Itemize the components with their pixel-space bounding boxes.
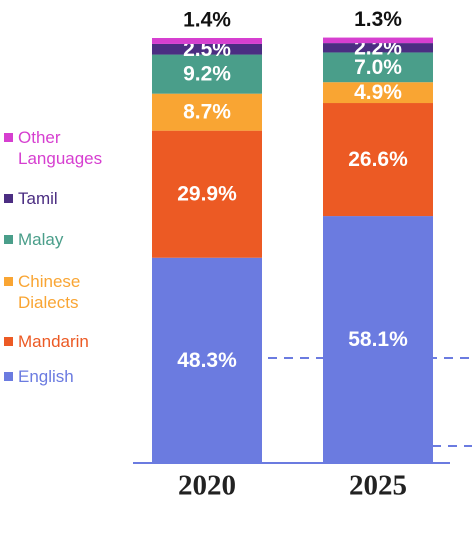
legend-item: Malay: [4, 229, 114, 250]
data-label: 1.4%: [183, 9, 231, 32]
data-label: 8.7%: [183, 101, 231, 124]
legend-swatch: [4, 372, 13, 381]
legend-label: English: [18, 367, 74, 386]
bar-segment: [152, 54, 262, 94]
bar-segment: [152, 257, 262, 463]
x-tick-label: 2025: [349, 470, 407, 502]
legend-swatch: [4, 235, 13, 244]
legend-item: Other Languages: [4, 127, 114, 169]
legend-item: Mandarin: [4, 331, 114, 352]
data-label: 1.3%: [354, 8, 402, 31]
data-label: 9.2%: [183, 63, 231, 86]
legend-swatch: [4, 337, 13, 346]
bar-segment: [152, 38, 262, 44]
bar-segment: [323, 82, 433, 104]
legend-label: Mandarin: [18, 332, 89, 351]
data-label: 7.0%: [354, 56, 402, 79]
bar-segment: [323, 43, 433, 53]
legend-swatch: [4, 194, 13, 203]
data-label: 58.1%: [348, 328, 408, 351]
data-label: 4.9%: [354, 81, 402, 104]
bar-segment: [323, 103, 433, 217]
legend-item: Chinese Dialects: [4, 271, 114, 313]
legend-item: English: [4, 366, 114, 387]
legend-label: Malay: [18, 230, 64, 249]
legend-label: Tamil: [18, 189, 58, 208]
bar-segment: [323, 37, 433, 44]
data-label: 29.9%: [177, 183, 237, 206]
legend-swatch: [4, 277, 13, 286]
legend-swatch: [4, 133, 13, 142]
bar-segment: [152, 43, 262, 55]
legend-item: Tamil: [4, 188, 114, 209]
bar-segment: [323, 216, 433, 463]
data-label: 48.3%: [177, 349, 237, 372]
bar-segment: [152, 93, 262, 131]
bar-segment: [323, 52, 433, 83]
legend-label: Other Languages: [18, 128, 103, 168]
bar-segment: [152, 130, 262, 258]
legend-label: Chinese Dialects: [18, 272, 81, 312]
x-tick-label: 2020: [178, 470, 236, 502]
data-label: 26.6%: [348, 148, 408, 171]
